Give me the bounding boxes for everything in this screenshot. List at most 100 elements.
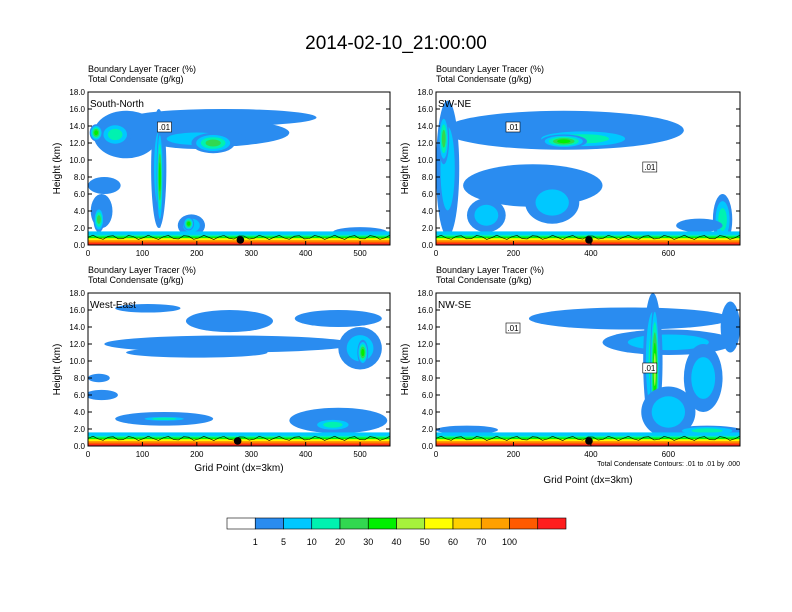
x-axis-title: Grid Point (dx=3km) (543, 475, 632, 486)
tracer-shade (88, 373, 110, 383)
x-tick-label: 300 (245, 450, 259, 459)
y-tick-label: 18.0 (69, 289, 85, 298)
panel-variable-label: Total Condensate (g/kg) (88, 275, 184, 285)
panel-nw-se: Boundary Layer Tracer (%) Total Condensat… (400, 265, 741, 486)
y-axis-title: Height (km) (52, 143, 63, 195)
y-tick-label: 6.0 (422, 391, 434, 400)
tracer-shade (474, 204, 499, 226)
y-tick-label: 2.0 (74, 425, 86, 434)
panel-variable-label: Total Condensate (g/kg) (88, 74, 184, 84)
location-marker (585, 236, 593, 244)
colorbar: 1 5 10 20 30 40 50 60 70 100 (226, 517, 567, 547)
boundary-layer-band (436, 243, 740, 245)
tracer-shade (528, 307, 731, 330)
colorbar-label: 10 (307, 537, 317, 547)
tracer-shade (115, 304, 181, 313)
y-tick-label: 16.0 (417, 105, 433, 114)
contour-label: .01 (507, 324, 519, 333)
y-tick-label: 16.0 (69, 105, 85, 114)
plot-frame (87, 91, 391, 246)
tracer-shade (152, 417, 177, 420)
y-tick-label: 16.0 (69, 306, 85, 315)
y-tick-label: 0.0 (422, 442, 434, 451)
colorbar-swatch (452, 517, 482, 530)
x-tick-label: 600 (662, 450, 676, 459)
y-tick-label: 6.0 (74, 190, 86, 199)
x-tick-label: 400 (299, 249, 313, 258)
colorbar-swatch (424, 517, 454, 530)
y-tick-label: 18.0 (417, 88, 433, 97)
panel-variable-label: Boundary Layer Tracer (%) (88, 64, 196, 74)
panel-variable-label: Total Condensate (g/kg) (436, 74, 532, 84)
tracer-shade (557, 139, 571, 144)
panel-variable-label: Boundary Layer Tracer (%) (436, 64, 544, 74)
y-tick-label: 8.0 (74, 374, 86, 383)
contour-label: .01 (159, 123, 171, 132)
contour-label: .01 (644, 364, 656, 373)
colorbar-swatch (254, 517, 284, 530)
panel-south-north: Boundary Layer Tracer (%)Total Condensat… (52, 64, 391, 258)
x-tick-label: 100 (136, 450, 150, 459)
colorbar-label: 5 (281, 537, 286, 547)
tracer-shade (126, 347, 268, 358)
y-tick-label: 14.0 (417, 323, 433, 332)
plot-area (436, 293, 740, 446)
y-tick-label: 12.0 (417, 340, 433, 349)
tracer-shade (651, 396, 686, 428)
y-tick-label: 14.0 (69, 323, 85, 332)
contour-label-box (642, 362, 658, 374)
y-tick-label: 4.0 (422, 207, 434, 216)
panel-region-label: SW-NE (438, 99, 471, 110)
contour-footnote: Total Condensate Contours: .01 to .01 by… (597, 461, 740, 468)
tracer-shade (205, 139, 221, 147)
panel-variable-label: Boundary Layer Tracer (%) (436, 265, 544, 275)
x-tick-label: 300 (245, 249, 259, 258)
colorbar-swatch (226, 517, 256, 530)
boundary-layer-band (88, 444, 390, 446)
tracer-shade (436, 425, 498, 435)
y-tick-label: 12.0 (417, 139, 433, 148)
plot-frame (87, 292, 391, 447)
tracer-shade (361, 348, 365, 357)
condensate-contour (436, 435, 740, 441)
condensate-contour (88, 234, 390, 240)
contour-label: .01 (644, 163, 656, 172)
y-tick-label: 14.0 (417, 122, 433, 131)
boundary-layer-band (88, 243, 390, 245)
panel-region-label: NW-SE (438, 300, 471, 311)
tracer-shade (158, 162, 161, 192)
y-tick-label: 4.0 (422, 408, 434, 417)
tracer-shade (94, 130, 99, 136)
tracer-shade (691, 357, 716, 399)
colorbar-label: 30 (363, 537, 373, 547)
colorbar-label: 70 (476, 537, 486, 547)
tracer-shade (535, 189, 569, 216)
y-tick-label: 10.0 (417, 357, 433, 366)
contour-label-box (642, 161, 658, 173)
panel-west-east: Boundary Layer Tracer (%)Total Condensat… (52, 265, 391, 474)
condensate-contour (88, 435, 390, 441)
colorbar-swatch (367, 517, 397, 530)
tracer-shade (691, 428, 723, 433)
location-marker (585, 437, 593, 445)
tracer-shade (107, 128, 123, 141)
tracer-shade (88, 389, 118, 401)
panels: Boundary Layer Tracer (%)Total Condensat… (52, 64, 741, 486)
tracer-shade (185, 310, 274, 333)
tracer-shade (441, 129, 446, 148)
x-tick-label: 200 (507, 249, 521, 258)
y-axis-title: Height (km) (52, 344, 63, 396)
x-tick-label: 400 (584, 450, 598, 459)
colorbar-swatch (311, 517, 341, 530)
y-tick-label: 14.0 (69, 122, 85, 131)
y-tick-label: 16.0 (417, 306, 433, 315)
y-axis-title: Height (km) (400, 143, 411, 195)
tracer-shade (676, 218, 723, 233)
x-tick-label: 200 (507, 450, 521, 459)
y-tick-label: 0.0 (74, 241, 86, 250)
y-tick-label: 2.0 (422, 224, 434, 233)
y-tick-label: 8.0 (74, 173, 86, 182)
figure-title: 2014-02-10_21:00:00 (305, 33, 487, 54)
tracer-shade (187, 221, 191, 226)
x-tick-label: 0 (434, 249, 439, 258)
